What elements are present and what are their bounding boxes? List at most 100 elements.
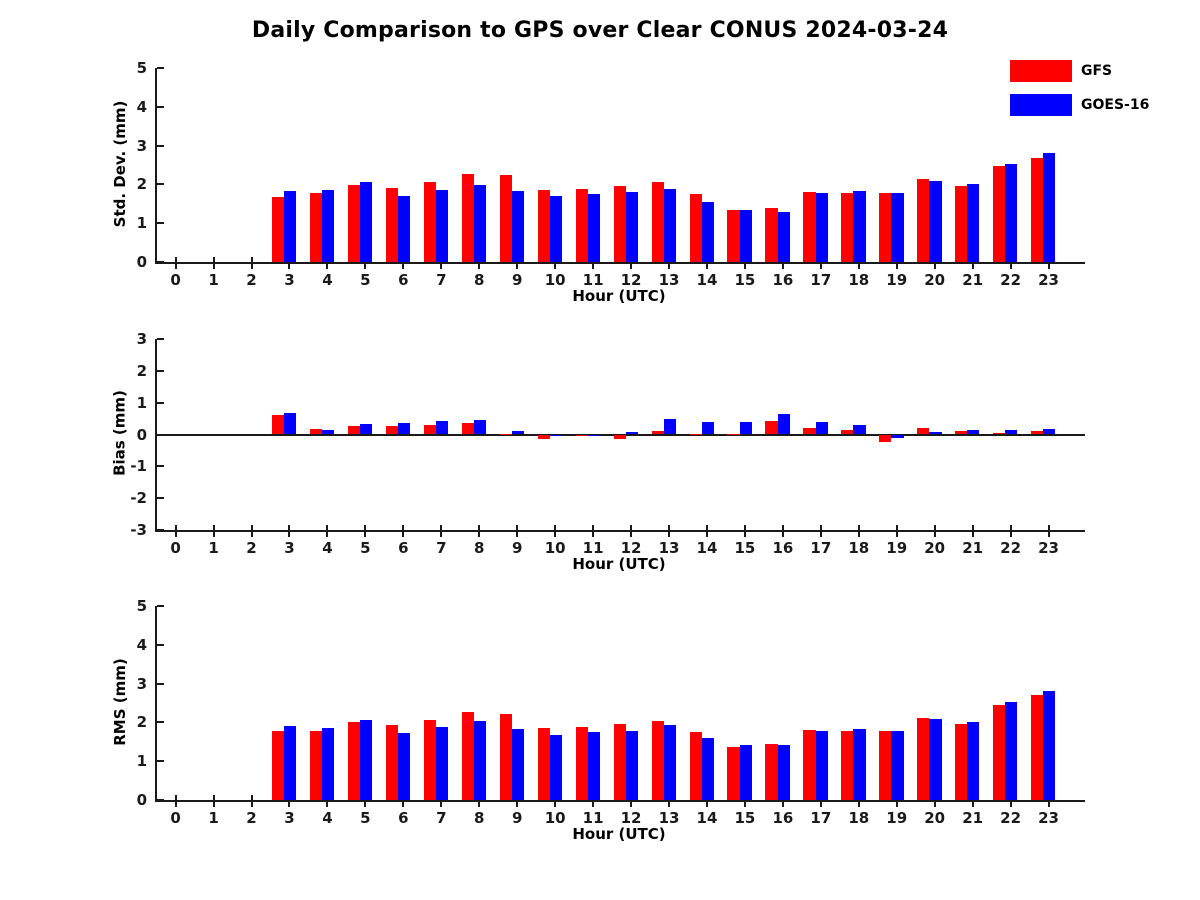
gfs-bar — [765, 420, 778, 435]
gfs-bar — [955, 723, 968, 800]
x-tick-label: 23 — [1038, 809, 1059, 827]
x-tick — [516, 525, 519, 537]
x-tick — [819, 257, 822, 269]
x-tick — [402, 525, 405, 537]
x-tick — [250, 257, 253, 269]
x-tick — [933, 525, 936, 537]
y-tick — [157, 497, 164, 500]
rms-panel: 0 1 2 3 4 5 0 1 2 3 4 5 6 7 8 9 10 11 12 13 14 15 16 17 18 19 20 21… — [137, 597, 1085, 827]
gfs-bar — [423, 182, 436, 262]
x-tick-label: 13 — [658, 539, 680, 557]
goes16-bar — [587, 194, 600, 262]
x-tick — [705, 257, 708, 269]
goes16-bar — [1043, 428, 1056, 435]
x-tick — [971, 257, 974, 269]
rms-x-axis-label: Hour (UTC) — [572, 825, 666, 843]
x-tick — [781, 257, 784, 269]
x-tick-label: 20 — [924, 539, 946, 557]
x-tick — [819, 525, 822, 537]
x-tick-label: 21 — [962, 539, 984, 557]
gfs-bar — [1031, 431, 1044, 435]
x-tick-label: 20 — [924, 809, 946, 827]
x-tick-label: 4 — [322, 809, 333, 827]
stddev-y-axis-label: Std. Dev. (mm) — [111, 100, 129, 228]
x-tick — [743, 525, 746, 537]
goes16-bar — [891, 731, 904, 800]
gfs-color-swatch — [1010, 60, 1072, 82]
x-tick-label: 0 — [170, 809, 181, 827]
x-tick — [630, 525, 633, 537]
goes16-bar — [891, 192, 904, 262]
y-tick-label: 1 — [136, 752, 147, 771]
gfs-bar — [537, 727, 550, 800]
x-tick-label: 20 — [924, 271, 946, 289]
x-tick — [781, 525, 784, 537]
x-tick-label: 23 — [1038, 539, 1059, 557]
x-tick — [781, 795, 784, 807]
y-tick-label: 2 — [136, 713, 147, 732]
x-tick — [630, 257, 633, 269]
goes16-bar — [625, 731, 638, 800]
gfs-bar — [385, 425, 398, 435]
bias-x-axis-label: Hour (UTC) — [572, 555, 666, 573]
goes16-bar — [891, 434, 904, 439]
goes16-bar — [815, 730, 828, 800]
goes16-bar — [929, 719, 942, 800]
x-tick — [933, 257, 936, 269]
x-tick — [554, 257, 557, 269]
gfs-bar — [993, 165, 1006, 262]
gfs-bar — [689, 433, 702, 435]
x-tick — [1047, 795, 1050, 807]
gfs-bar — [841, 193, 854, 262]
gfs-bar — [309, 730, 323, 800]
goes16-bar — [473, 420, 487, 435]
gfs-bar — [272, 731, 285, 800]
goes16-bar — [435, 189, 449, 262]
gfs-bar — [575, 188, 588, 262]
x-tick — [705, 525, 708, 537]
gfs-bar — [309, 192, 323, 262]
gfs-bar — [917, 717, 930, 800]
goes16-bar — [853, 190, 866, 262]
x-tick-label: 12 — [620, 539, 642, 557]
x-tick — [364, 525, 367, 537]
x-tick — [1009, 257, 1012, 269]
goes16-bar — [815, 422, 828, 435]
x-tick — [933, 795, 936, 807]
x-tick — [554, 525, 557, 537]
legend-item-gfs: GFS — [1010, 60, 1149, 82]
y-tick — [157, 721, 164, 724]
gfs-bar — [575, 727, 588, 800]
x-tick — [1047, 257, 1050, 269]
x-tick — [895, 257, 898, 269]
gfs-bar — [309, 428, 323, 435]
x-tick-label: 16 — [772, 539, 794, 557]
x-tick — [174, 257, 177, 269]
gfs-bar — [613, 434, 626, 439]
x-tick — [326, 795, 329, 807]
x-tick-label: 5 — [360, 539, 371, 557]
gfs-bar — [727, 433, 740, 435]
x-tick — [288, 795, 291, 807]
gfs-bar — [347, 722, 361, 800]
x-tick-label: 22 — [1000, 271, 1022, 289]
y-tick — [157, 643, 164, 646]
x-tick-label: 5 — [360, 809, 371, 827]
goes16-bar — [360, 423, 373, 435]
goes16-bar — [587, 434, 600, 436]
gfs-bar — [993, 704, 1006, 800]
x-tick-label: 6 — [398, 539, 409, 557]
x-tick — [971, 795, 974, 807]
x-tick-label: 1 — [208, 809, 219, 827]
x-tick-label: 10 — [544, 539, 566, 557]
goes16-bar — [322, 189, 335, 262]
y-tick-label: 2 — [136, 175, 147, 194]
y-tick — [157, 529, 164, 531]
bias-panel: -3 -2 -1 0 1 2 3 0 1 2 3 4 5 6 7 8 9 10 11 12 13 14 15 16 17 18 19… — [130, 330, 1085, 557]
y-tick-label: 1 — [136, 214, 147, 233]
goes16-color-swatch — [1010, 94, 1072, 116]
goes16-bar — [1005, 430, 1018, 435]
x-tick — [326, 257, 329, 269]
goes16-bar — [853, 728, 866, 800]
goes16-bar — [398, 423, 411, 435]
